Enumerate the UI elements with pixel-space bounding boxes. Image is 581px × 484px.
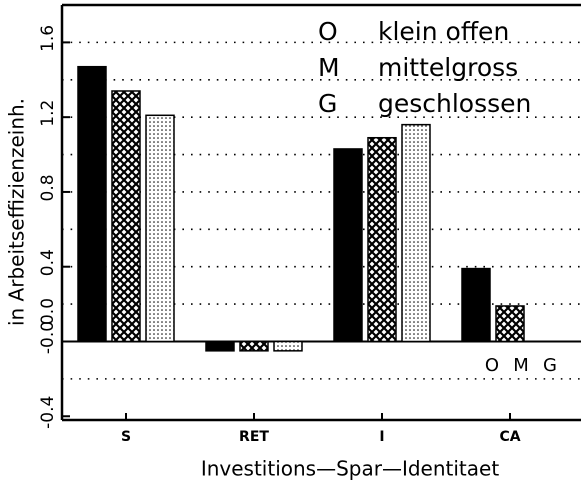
x-tick-label: CA [499, 429, 520, 445]
legend-label: geschlossen [378, 89, 531, 118]
bar [145, 114, 175, 343]
y-tick-label: 0.8 [38, 174, 58, 201]
legend-label: klein offen [378, 17, 509, 46]
bar [401, 123, 431, 343]
y-tick-label: 1.2 [38, 100, 58, 127]
y-tick-label: 0.4 [38, 249, 58, 276]
y-axis-label: in Arbeitseffizienzeinh. [5, 98, 29, 326]
bar [333, 148, 363, 343]
x-axis-label: Investitions—Spar—Identitaet [201, 457, 500, 481]
bar [239, 340, 269, 352]
x-tick-label: S [121, 429, 131, 445]
x-tick-label: I [379, 429, 384, 445]
x-tick-label: RET [239, 429, 269, 445]
bar [77, 65, 107, 343]
key-label: G [543, 355, 557, 376]
bar [367, 136, 397, 343]
bar [111, 90, 141, 343]
legend-key: M [318, 53, 340, 82]
legend-key: G [318, 89, 337, 118]
key-label: M [513, 355, 529, 376]
bar [273, 340, 303, 352]
key-label: O [485, 355, 499, 376]
y-tick-label: -0.4 [38, 396, 58, 429]
legend-key: O [318, 17, 338, 46]
bar [205, 340, 235, 352]
legend-label: mittelgross [378, 53, 518, 82]
bar [461, 267, 491, 343]
y-tick-label: -0.0 [38, 321, 58, 354]
y-tick-label: 0.0 [38, 298, 58, 325]
y-tick-label: 1.6 [38, 25, 58, 52]
bar [495, 305, 525, 343]
